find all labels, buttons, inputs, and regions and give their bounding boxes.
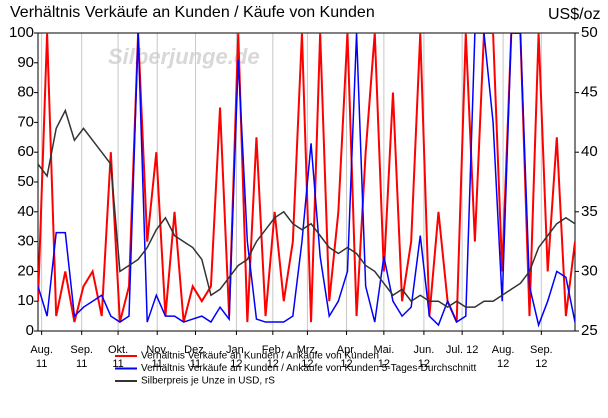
y-tick-label: 80 <box>17 84 34 101</box>
y-tick-label: 100 <box>9 24 34 41</box>
x-tick-label: Jun. 12 <box>413 344 435 370</box>
y-tick-label: 0 <box>26 322 34 339</box>
y2-tick-label: 25 <box>581 322 598 339</box>
chart-title: Verhältnis Verkäufe an Kunden / Käufe vo… <box>10 4 375 21</box>
y2-tick-label: 35 <box>581 203 598 220</box>
x-tick-label: Aug. 11 <box>30 344 53 370</box>
series-line <box>38 108 575 309</box>
y2-unit: US$/oz <box>548 6 600 23</box>
x-tick-label: Mrz. 12 <box>296 344 319 370</box>
legend-label: Verhältnis Verkäufe an Kunden / Ankäufe … <box>141 363 476 374</box>
y-tick-label: 10 <box>17 292 34 309</box>
watermark: Silberjunge.de <box>108 44 260 69</box>
x-tick-label: Nov. 11 <box>146 344 169 370</box>
y2-tick-label: 30 <box>581 262 598 279</box>
series-group <box>38 33 575 328</box>
plot-frame <box>37 32 576 332</box>
legend-label: Silberpreis je Unze in USD, rS <box>141 376 275 387</box>
legend-label: Verhältnis Verkäufe an Kunden / Ankäufe … <box>141 351 379 362</box>
series-line <box>38 33 575 328</box>
y2-tick-label: 45 <box>581 84 598 101</box>
y-tick-label: 20 <box>17 262 34 279</box>
x-tick-label: Jan. 12 <box>226 344 247 370</box>
y-tick-label: 40 <box>17 203 34 220</box>
x-tick-label: Mai. 12 <box>373 344 395 370</box>
x-tick-label: Sep. 12 <box>529 344 553 370</box>
y-tick-label: 60 <box>17 143 34 160</box>
series-line <box>38 33 575 323</box>
x-tick-label: Sep. 11 <box>70 344 93 370</box>
x-tick-label: Jul. 12 <box>445 344 479 356</box>
y2-tick-label: 50 <box>581 24 598 41</box>
y2-tick-label: 40 <box>581 143 598 160</box>
x-tick-label: Okt. 11 <box>108 344 129 370</box>
x-tick-label: Dez. 11 <box>184 344 207 370</box>
x-tick-label: Aug. 12 <box>491 344 515 370</box>
x-tick-label: Apr. 12 <box>336 344 357 370</box>
y-tick-label: 70 <box>17 113 34 130</box>
y-tick-label: 50 <box>17 173 34 190</box>
y-tick-label: 30 <box>17 233 34 250</box>
y-tick-label: 90 <box>17 54 34 71</box>
x-tick-label: Feb. 12 <box>261 344 284 370</box>
